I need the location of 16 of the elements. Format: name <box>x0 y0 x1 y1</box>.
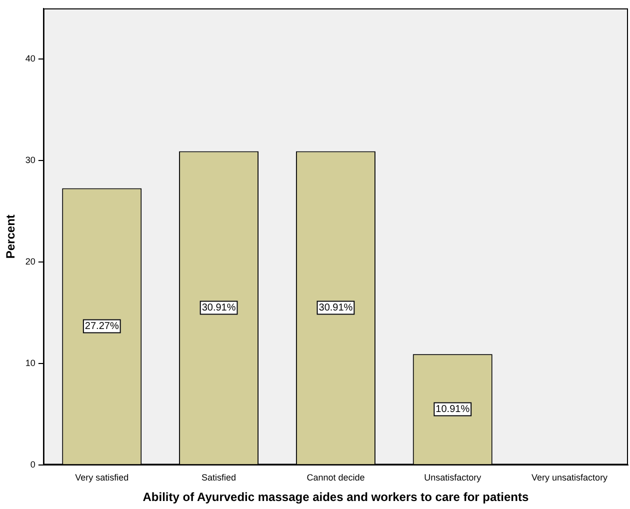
x-tick-label: Very satisfied <box>75 472 129 483</box>
x-tick-label: Unsatisfactory <box>424 472 482 483</box>
y-tick-label: 10 <box>25 358 36 368</box>
data-label: 30.91% <box>202 302 236 314</box>
y-tick-label: 30 <box>25 155 36 166</box>
x-tick-label: Very unsatisfactory <box>532 472 608 483</box>
y-tick-label: 0 <box>30 459 36 470</box>
x-tick-label: Cannot decide <box>306 472 365 483</box>
data-label: 30.91% <box>318 302 353 314</box>
y-tick-label: 40 <box>25 54 36 64</box>
y-tick-label: 20 <box>25 256 36 266</box>
x-tick-label: Satisfied <box>202 472 236 483</box>
data-label: 27.27% <box>84 321 119 332</box>
x-axis-title: Ability of Ayurvedic massage aides and workers to care for patients <box>142 490 529 504</box>
data-label: 10.91% <box>436 404 470 415</box>
y-axis-title: Percent <box>4 214 18 259</box>
